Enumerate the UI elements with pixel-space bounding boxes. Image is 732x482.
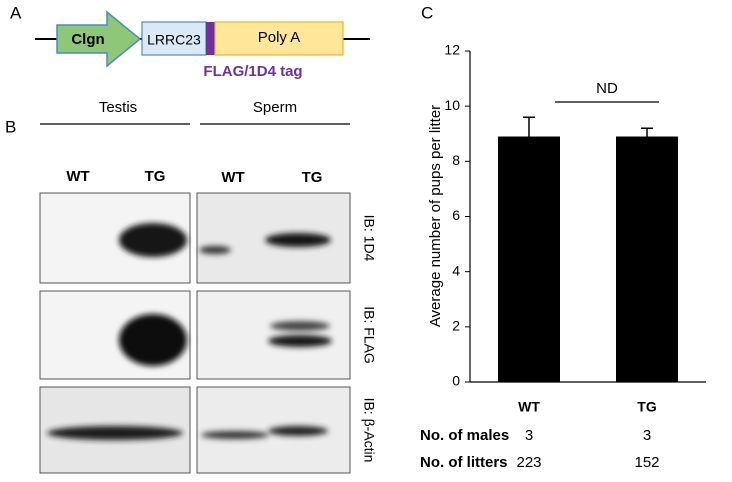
bar [498,136,560,382]
panel-label: C [421,3,433,22]
western-blot: Testis Sperm WT TG WT TG IB: 1D4 IB: FLA… [39,99,377,474]
lane-label: TG [145,168,166,185]
blot-band [268,426,328,436]
y-tick-label: 0 [452,373,460,389]
error-bar [523,116,535,137]
blot-band [47,426,183,440]
tag-label: FLAG/1D4 tag [203,63,302,80]
table-cell: 223 [516,454,541,471]
lane-label: WT [66,168,89,185]
table-cell: 3 [643,427,651,444]
blot-image [196,290,351,380]
y-axis-title: Average number of pups per litter [427,105,444,327]
tag-box [206,22,215,55]
x-tick-label: TG [637,399,657,415]
antibody-label: IB: FLAG [361,306,377,364]
y-tick-label: 12 [444,42,460,58]
annotation: ND [596,80,618,97]
antibody-label: IB: 1D4 [361,215,377,262]
table-row-label: No. of litters [420,454,508,471]
polya-label: Poly A [258,29,301,46]
blot-band [119,314,187,366]
panel-label: A [10,3,22,22]
blot-band [119,223,187,257]
y-tick-label: 2 [452,318,460,334]
promoter-arrow [56,10,142,68]
table-row-label: No. of males [420,427,509,444]
table-cell: 152 [634,454,659,471]
chart: Average number of pups per litter 0 2 4 6 8 1… [420,42,706,471]
gene-label: LRRC23 [147,32,201,48]
promoter-label: Clgn [71,31,104,48]
blot-band [265,233,331,247]
table-cell: 3 [525,427,533,444]
y-tick-label: 6 [452,207,460,223]
tissue-label: Sperm [253,99,297,116]
blot-band [199,246,231,254]
polya-box [214,21,344,56]
gene-box [141,21,207,56]
y-tick-label: 4 [452,262,460,278]
blot-band [268,335,332,347]
antibody-label: IB: β-Actin [361,398,377,463]
y-tick-label: 8 [452,152,460,168]
panel-label: B [5,117,16,136]
tissue-label: Testis [99,99,137,116]
bar [616,136,678,382]
blot-band [270,321,330,331]
lane-label: WT [221,169,244,186]
error-bar [641,127,653,137]
x-tick-label: WT [518,399,540,415]
lane-label: TG [302,169,323,186]
construct: Clgn LRRC23 Poly A FLAG/1D4 tag [35,10,370,80]
y-tick-label: 10 [444,97,460,113]
blot-band [201,431,269,439]
